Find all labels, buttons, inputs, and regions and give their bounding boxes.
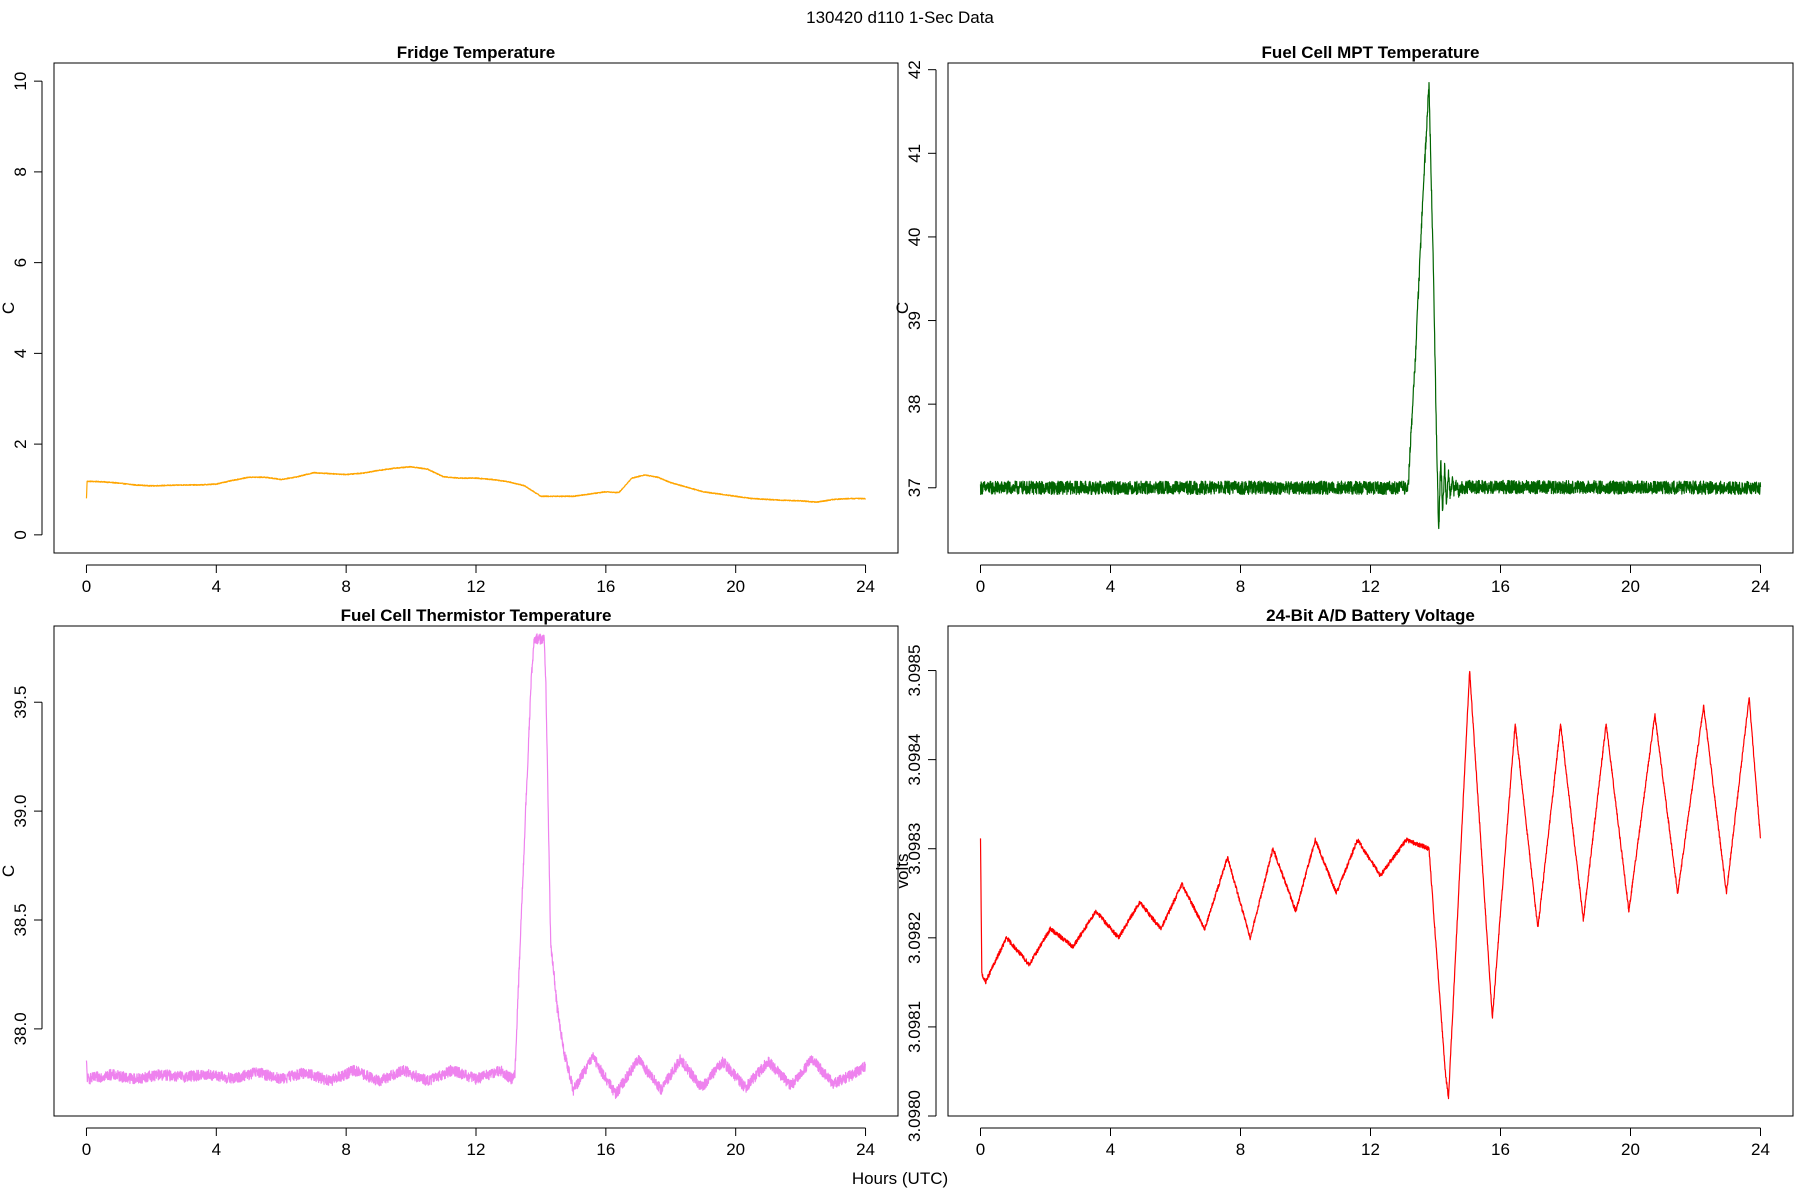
x-tick-label: 0 <box>976 577 985 596</box>
data-series-line <box>979 81 1762 530</box>
x-tick-label: 12 <box>467 1140 486 1159</box>
y-tick-label: 3.0984 <box>905 734 924 786</box>
x-tick-label: 12 <box>1361 1140 1380 1159</box>
y-tick-label: 38.0 <box>11 1012 30 1045</box>
panel-title: Fridge Temperature <box>397 43 555 62</box>
x-tick-label: 0 <box>82 1140 91 1159</box>
plot-frame <box>53 62 899 554</box>
x-tick-label: 20 <box>726 1140 745 1159</box>
y-tick-label: 38.5 <box>11 903 30 936</box>
y-tick-label: 8 <box>11 167 30 176</box>
panel-battery-voltage: 24-Bit A/D Battery Voltage 0 4 8 12 16 20 24 3.0… <box>893 606 1794 1159</box>
plot-frame <box>53 625 899 1117</box>
panel-fuel-cell-mpt-temperature: Fuel Cell MPT Temperature 0 4 8 12 16 20 24 37 38… <box>893 43 1794 596</box>
y-tick-label: 42 <box>905 60 924 79</box>
y-axis-label: volts <box>893 854 912 889</box>
x-tick-label: 8 <box>1236 577 1245 596</box>
x-tick-label: 0 <box>976 1140 985 1159</box>
data-series-line <box>979 670 1762 1100</box>
panel-fuel-cell-thermistor-temperature: Fuel Cell Thermistor Temperature 0 4 8 12 16 2… <box>0 606 899 1159</box>
y-tick-label: 0 <box>11 530 30 539</box>
x-tick-label: 8 <box>341 1140 350 1159</box>
panel-title: 24-Bit A/D Battery Voltage <box>1266 606 1475 625</box>
plot-frame <box>947 62 1794 554</box>
plot-frame <box>947 625 1794 1117</box>
y-tick-label: 10 <box>11 72 30 91</box>
x-tick-label: 4 <box>1106 1140 1115 1159</box>
x-tick-label: 24 <box>1751 577 1770 596</box>
y-tick-label: 41 <box>905 144 924 163</box>
y-tick-label: 40 <box>905 227 924 246</box>
y-tick-label: 39.5 <box>11 686 30 719</box>
data-series-line <box>85 465 867 503</box>
x-tick-label: 24 <box>1751 1140 1770 1159</box>
y-axis-label: C <box>0 865 18 877</box>
y-tick-label: 3.0985 <box>905 645 924 697</box>
y-tick-label: 6 <box>11 258 30 267</box>
figure-title: 130420 d110 1-Sec Data <box>806 8 994 27</box>
x-tick-label: 12 <box>467 577 486 596</box>
y-tick-label: 3.0981 <box>905 1001 924 1053</box>
y-axis-label: C <box>0 302 18 314</box>
x-tick-label: 20 <box>1621 577 1640 596</box>
x-tick-label: 4 <box>212 1140 221 1159</box>
x-tick-label: 8 <box>341 577 350 596</box>
y-tick-label: 37 <box>905 478 924 497</box>
x-tick-label: 20 <box>1621 1140 1640 1159</box>
panel-title: Fuel Cell Thermistor Temperature <box>341 606 612 625</box>
x-tick-label: 16 <box>1491 1140 1510 1159</box>
y-axis-label: C <box>893 302 912 314</box>
y-tick-label: 3.0980 <box>905 1090 924 1142</box>
data-series-line <box>85 633 866 1100</box>
y-tick-label: 2 <box>11 439 30 448</box>
x-tick-label: 20 <box>726 577 745 596</box>
y-tick-label: 3.0983 <box>905 823 924 875</box>
x-tick-label: 12 <box>1361 577 1380 596</box>
y-tick-label: 39 <box>905 311 924 330</box>
x-tick-label: 16 <box>596 1140 615 1159</box>
x-tick-label: 24 <box>856 1140 875 1159</box>
x-tick-label: 8 <box>1236 1140 1245 1159</box>
panel-title: Fuel Cell MPT Temperature <box>1262 43 1480 62</box>
y-tick-label: 39.0 <box>11 795 30 828</box>
x-tick-label: 24 <box>856 577 875 596</box>
x-tick-label: 16 <box>1491 577 1510 596</box>
y-tick-label: 4 <box>11 349 30 358</box>
x-tick-label: 0 <box>82 577 91 596</box>
y-tick-label: 38 <box>905 395 924 414</box>
x-tick-label: 16 <box>596 577 615 596</box>
figure-xlabel: Hours (UTC) <box>852 1169 948 1188</box>
y-tick-label: 3.0982 <box>905 912 924 964</box>
x-tick-label: 4 <box>1106 577 1115 596</box>
x-tick-label: 4 <box>212 577 221 596</box>
